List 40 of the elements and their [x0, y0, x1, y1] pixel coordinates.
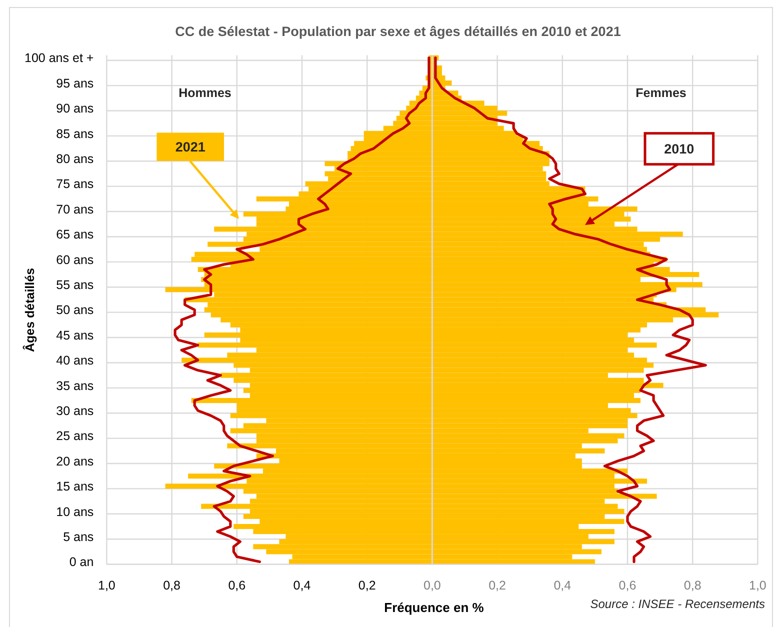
- chart-title: CC de Sélestat - Population par sexe et âges détaillés en 2010 et 2021: [175, 24, 622, 39]
- x-tick-label: 0,4: [293, 578, 311, 592]
- y-axis-title: Âges détaillés: [22, 268, 37, 352]
- x-tick-label: 1,0: [98, 578, 116, 592]
- x-tick-label: 0,2: [488, 578, 506, 592]
- x-axis-title: Fréquence en %: [384, 600, 484, 615]
- x-tick-label: 0,0: [424, 578, 441, 592]
- y-tick-label: 70 ans: [56, 202, 94, 216]
- text: 2021: [175, 140, 206, 155]
- y-tick-label: 65 ans: [56, 228, 94, 242]
- y-tick-label: 20 ans: [56, 454, 94, 468]
- y-tick-label: 90 ans: [56, 102, 94, 116]
- x-tick-label: 0,6: [618, 578, 636, 592]
- annotation: Hommes: [178, 86, 232, 100]
- y-tick-label: 25 ans: [56, 429, 94, 444]
- y-tick-label: 40 ans: [56, 354, 94, 368]
- y-tick-label: 85 ans: [56, 126, 94, 141]
- y-tick-label: 80 ans: [56, 152, 94, 166]
- y-tick-label: 50 ans: [56, 303, 94, 318]
- y-tick-label: 5 ans: [63, 530, 94, 544]
- y-tick-label: 35 ans: [56, 378, 94, 393]
- x-tick-label: 1,0: [749, 578, 766, 592]
- y-tick-label: 95 ans: [56, 76, 94, 90]
- y-tick-label: 60 ans: [56, 252, 94, 267]
- y-tick-label: 15 ans: [56, 480, 94, 494]
- x-tick-label: 0,2: [358, 578, 376, 592]
- source-note: Source : INSEE - Recensements: [590, 597, 765, 611]
- text: 2010: [664, 142, 694, 157]
- x-tick-label: 0,4: [554, 578, 572, 592]
- x-tick-label: 0,8: [163, 578, 181, 592]
- y-tick-label: 55 ans: [56, 278, 94, 292]
- x-tick-label: 0,8: [684, 578, 702, 592]
- y-tick-label: 75 ans: [56, 177, 94, 192]
- y-tick-label: 45 ans: [56, 328, 94, 342]
- y-tick-label: 0 an: [69, 555, 94, 570]
- x-tick-label: 0,6: [228, 578, 246, 592]
- annotation: Femmes: [636, 86, 686, 100]
- y-tick-label: 100 ans et +: [24, 51, 94, 66]
- y-tick-label: 30 ans: [56, 404, 94, 418]
- y-tick-label: 10 ans: [56, 504, 94, 519]
